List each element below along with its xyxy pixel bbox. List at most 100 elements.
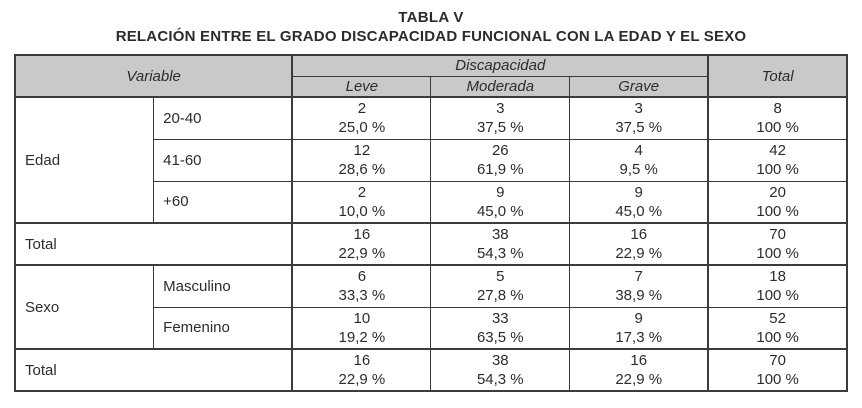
table-header: Variable Discapacidad Total Leve Moderad… — [14, 54, 848, 98]
cell-total: 70 100 % — [707, 222, 848, 266]
cell-total: 8 100 % — [707, 96, 848, 140]
cell-percent: 54,3 % — [476, 371, 524, 388]
cell-count: 3 — [496, 100, 505, 118]
cell-percent: 45,0 % — [476, 202, 524, 220]
section-label-edad: Edad — [14, 96, 155, 224]
cell-percent: 100 % — [756, 245, 799, 262]
cell-count: 9 — [634, 183, 643, 201]
cell-percent: 38,9 % — [615, 287, 663, 305]
header-total: Total — [707, 54, 848, 98]
cell-count: 16 — [630, 226, 648, 243]
cell-percent: 100 % — [756, 371, 799, 388]
cell-grave: 16 22,9 % — [569, 348, 709, 392]
table-row-sexo-femenino: Femenino 10 19,2 % 33 63,5 % 9 17,3 % 52… — [15, 306, 848, 350]
cell-percent: 17,3 % — [615, 328, 663, 346]
cell-percent: 33,3 % — [338, 287, 386, 305]
cell-count: 8 — [773, 100, 782, 118]
page: TABLA V RELACIÓN ENTRE EL GRADO DISCAPAC… — [0, 0, 862, 392]
cell-moderada: 9 45,0 % — [430, 180, 571, 224]
cell-percent: 22,9 % — [338, 371, 386, 388]
table-row-edad-60plus: +60 2 10,0 % 9 45,0 % 9 45,0 % 20 100 % — [15, 180, 848, 224]
cell-count: 42 — [769, 142, 786, 159]
cell-count: 9 — [634, 309, 643, 327]
table-row-total-sexo: Total 16 22,9 % 38 54,3 % 16 22,9 % 70 1… — [14, 348, 848, 392]
cell-count: 6 — [357, 268, 367, 286]
cell-percent: 100 % — [756, 119, 799, 137]
cell-total: 20 100 % — [707, 180, 848, 224]
cell-moderada: 3 37,5 % — [430, 96, 571, 140]
cell-grave: 9 45,0 % — [569, 180, 709, 224]
cell-leve: 10 19,2 % — [291, 306, 432, 350]
cell-percent: 25,0 % — [338, 119, 386, 137]
cell-moderada: 33 63,5 % — [430, 306, 571, 350]
cell-percent: 37,5 % — [476, 119, 524, 137]
cell-percent: 27,8 % — [476, 287, 524, 305]
category-cell: +60 — [153, 180, 293, 224]
cell-total: 18 100 % — [707, 264, 848, 308]
cell-percent: 9,5 % — [619, 161, 658, 178]
cell-leve: 12 28,6 % — [291, 138, 432, 182]
cell-grave: 4 9,5 % — [569, 138, 709, 182]
cell-grave: 3 37,5 % — [569, 96, 709, 140]
category-cell: 41-60 — [153, 138, 293, 182]
cell-count: 2 — [357, 183, 367, 201]
cell-moderada: 38 54,3 % — [430, 222, 571, 266]
cell-count: 33 — [491, 309, 509, 327]
cell-count: 38 — [491, 226, 509, 243]
header-variable: Variable — [14, 54, 293, 98]
cell-count: 70 — [769, 352, 786, 369]
cell-count: 2 — [357, 100, 367, 118]
cell-percent: 100 % — [756, 328, 799, 346]
cell-count: 16 — [353, 226, 371, 243]
table-body: Edad 20-40 2 25,0 % 3 37,5 % 3 37,5 % 8 … — [14, 96, 848, 392]
category-cell: 20-40 — [153, 96, 293, 140]
header-leve: Leve — [291, 75, 432, 98]
cell-leve: 6 33,3 % — [291, 264, 432, 308]
cell-count: 5 — [496, 268, 505, 286]
cell-count: 16 — [353, 352, 371, 369]
category-cell: Femenino — [153, 306, 293, 350]
cell-count: 16 — [630, 352, 648, 369]
cell-leve: 2 10,0 % — [291, 180, 432, 224]
table-heading: TABLA V RELACIÓN ENTRE EL GRADO DISCAPAC… — [0, 0, 862, 46]
cell-percent: 22,9 % — [615, 245, 663, 262]
cell-percent: 63,5 % — [476, 328, 524, 346]
cell-count: 18 — [769, 268, 786, 286]
cell-count: 4 — [634, 142, 643, 159]
cell-moderada: 38 54,3 % — [430, 348, 571, 392]
cell-count: 52 — [769, 309, 786, 327]
cell-count: 20 — [769, 183, 786, 201]
cell-percent: 37,5 % — [615, 119, 663, 137]
table-subtitle: RELACIÓN ENTRE EL GRADO DISCAPACIDAD FUN… — [115, 28, 747, 45]
cell-total: 42 100 % — [707, 138, 848, 182]
cell-grave: 16 22,9 % — [569, 222, 709, 266]
header-grave: Grave — [569, 75, 709, 98]
header-discapacidad: Discapacidad — [291, 54, 709, 77]
header-row-1: Variable Discapacidad Total — [14, 54, 848, 98]
section-label-sexo: Sexo — [14, 264, 155, 350]
cell-leve: 2 25,0 % — [291, 96, 432, 140]
cell-count: 70 — [769, 226, 786, 243]
cell-moderada: 26 61,9 % — [430, 138, 571, 182]
table-title: TABLA V — [398, 9, 464, 26]
cell-percent: 19,2 % — [338, 328, 386, 346]
cell-count: 12 — [353, 142, 371, 159]
cell-total: 70 100 % — [707, 348, 848, 392]
cell-percent: 22,9 % — [338, 245, 386, 262]
cell-leve: 16 22,9 % — [291, 348, 432, 392]
cell-percent: 100 % — [756, 287, 799, 305]
category-cell: Masculino — [153, 264, 293, 308]
total-label: Total — [14, 348, 293, 392]
table-row-edad-20-40: Edad 20-40 2 25,0 % 3 37,5 % 3 37,5 % 8 … — [14, 96, 848, 224]
table-row-total-edad: Total 16 22,9 % 38 54,3 % 16 22,9 % 70 1… — [14, 222, 848, 266]
cell-grave: 7 38,9 % — [569, 264, 709, 308]
header-moderada: Moderada — [430, 75, 571, 98]
cell-count: 10 — [353, 309, 371, 327]
cell-count: 3 — [634, 100, 643, 118]
cell-count: 26 — [491, 142, 509, 159]
cell-percent: 61,9 % — [476, 161, 524, 178]
cell-count: 7 — [634, 268, 643, 286]
cell-count: 38 — [491, 352, 509, 369]
cell-grave: 9 17,3 % — [569, 306, 709, 350]
data-table: Variable Discapacidad Total Leve Moderad… — [14, 54, 848, 392]
